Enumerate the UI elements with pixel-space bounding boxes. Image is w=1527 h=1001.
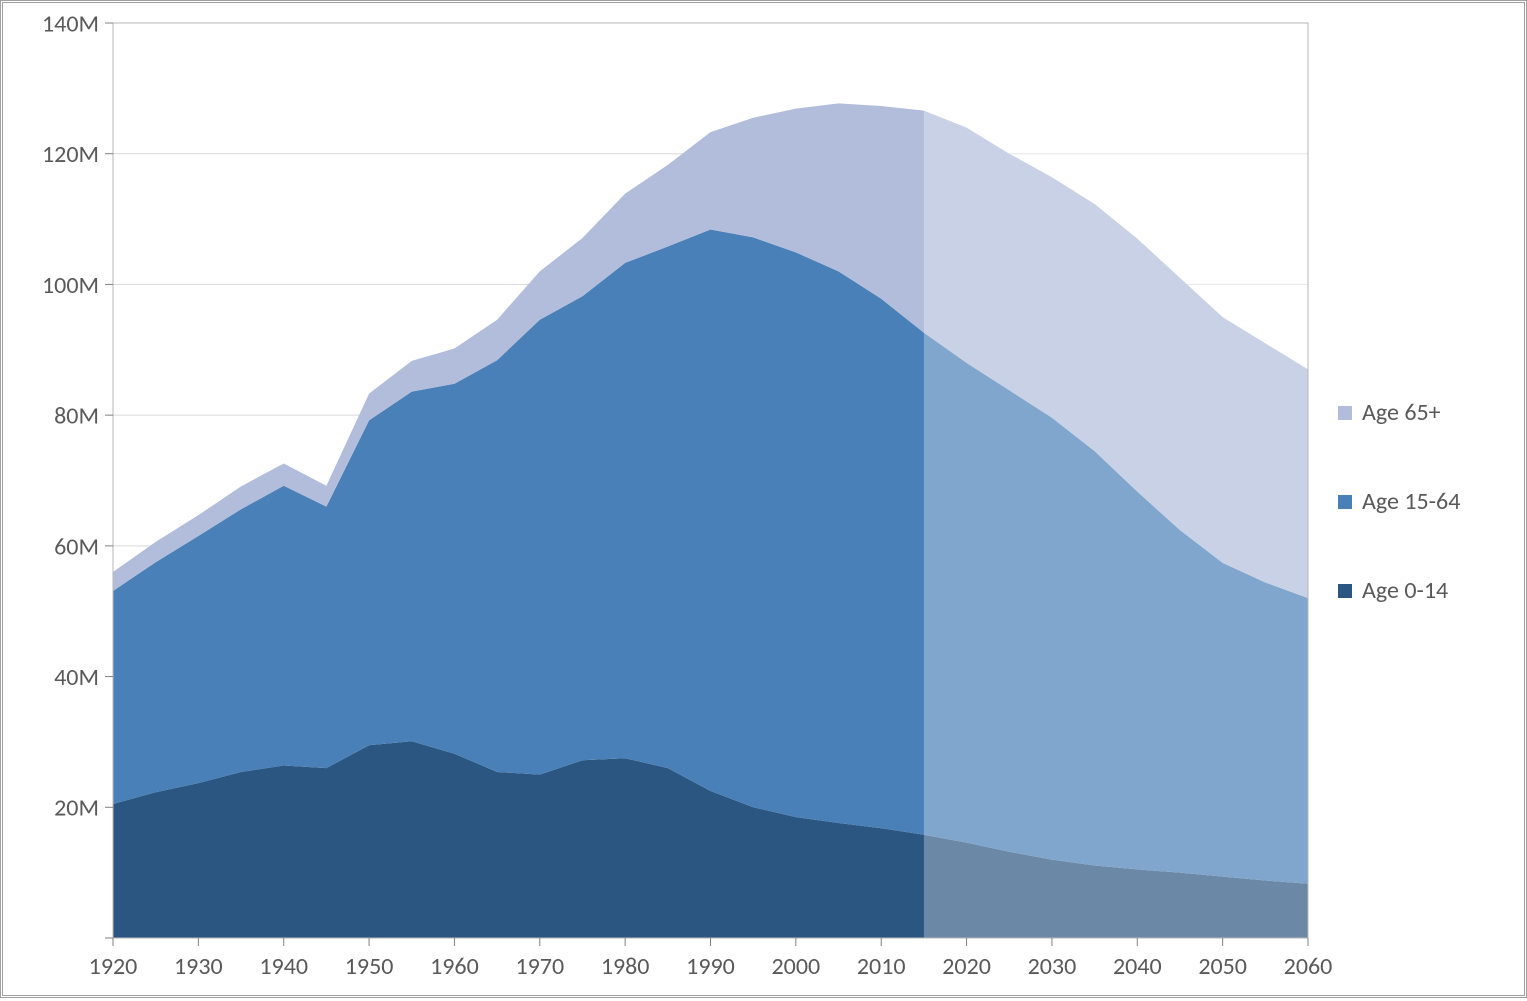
x-tick-label: 1980: [601, 952, 650, 981]
x-tick-label: 2060: [1284, 952, 1333, 981]
x-tick-label: 2040: [1113, 952, 1162, 981]
legend-swatch: [1338, 495, 1352, 509]
x-tick-label: 2020: [942, 952, 991, 981]
x-tick-label: 1960: [430, 952, 479, 981]
x-tick-label: 1970: [515, 952, 564, 981]
x-tick-label: 1950: [345, 952, 394, 981]
y-tick-label: 40M: [54, 663, 99, 692]
legend-item: Age 0-14: [1338, 576, 1460, 605]
legend-label: Age 15-64: [1362, 487, 1460, 516]
chart-frame: 1920 1930 1940 1950 1960 1970 1980 1990 2000 2010…: [0, 0, 1527, 998]
y-tick-label: 20M: [54, 794, 99, 823]
population-area-chart: 1920 1930 1940 1950 1960 1970 1980 1990 2000 2010…: [3, 3, 1527, 1001]
x-tick-label: 2030: [1028, 952, 1077, 981]
x-tick-label: 1930: [174, 952, 223, 981]
y-tick-label: 100M: [42, 271, 99, 300]
x-tick-label: 1940: [259, 952, 308, 981]
future-overlay: [924, 23, 1308, 938]
legend-swatch: [1338, 406, 1352, 420]
x-tick-label: 2050: [1198, 952, 1247, 981]
x-tick-label: 2010: [857, 952, 906, 981]
y-tick-label: 80M: [54, 402, 99, 431]
y-tick-label: 120M: [42, 140, 99, 169]
chart-legend: Age 65+ Age 15-64 Age 0-14: [1338, 398, 1460, 605]
legend-swatch: [1338, 584, 1352, 598]
x-tick-label: 2000: [772, 952, 821, 981]
legend-item: Age 15-64: [1338, 487, 1460, 516]
y-tick-label: 60M: [54, 532, 99, 561]
x-tick-label: 1990: [686, 952, 735, 981]
legend-label: Age 65+: [1362, 398, 1441, 427]
y-tick-label: 140M: [42, 9, 99, 38]
x-tick-label: 1920: [89, 952, 138, 981]
legend-label: Age 0-14: [1362, 576, 1448, 605]
legend-item: Age 65+: [1338, 398, 1460, 427]
